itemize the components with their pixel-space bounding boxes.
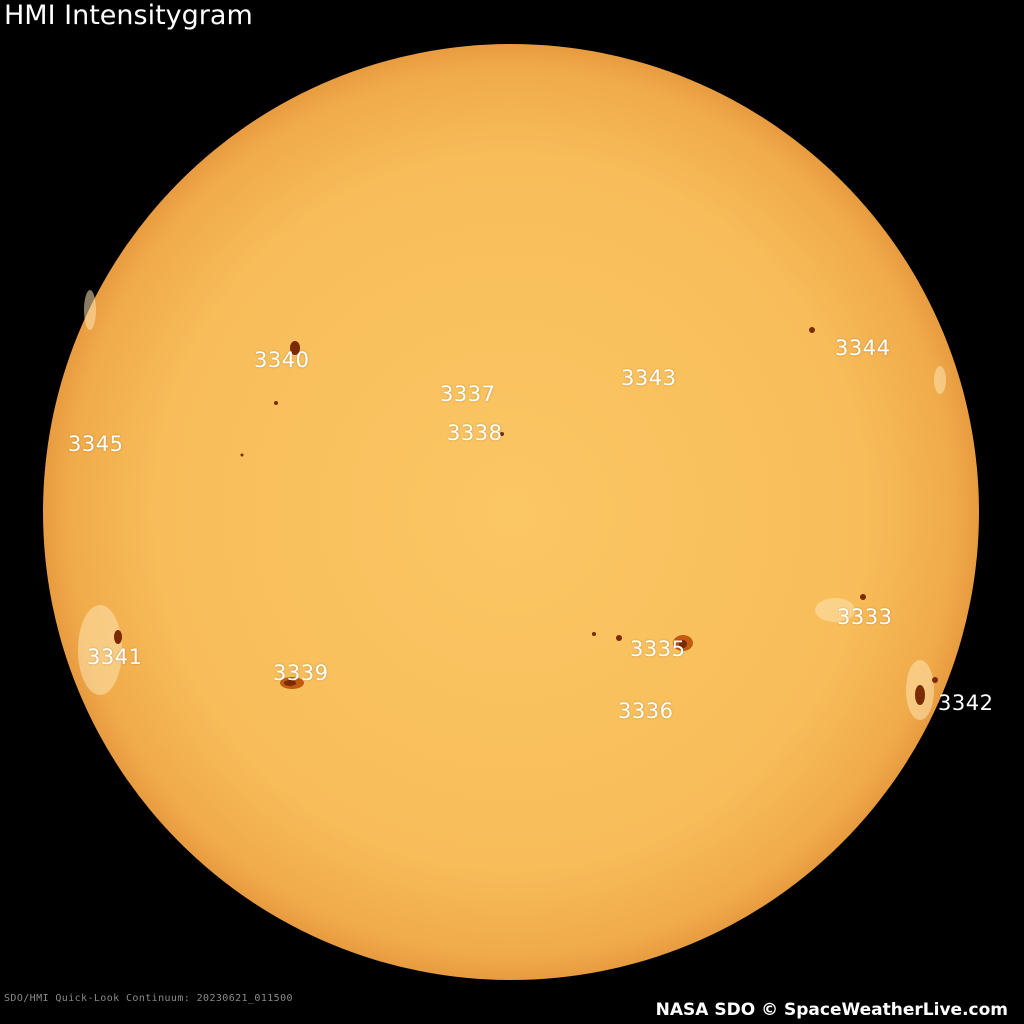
sunspot [915, 685, 925, 705]
sunspot [114, 630, 122, 644]
image-title: HMI Intensitygram [4, 0, 253, 31]
sunspot [240, 453, 244, 457]
sunspot [500, 432, 504, 436]
region-label: 3333 [837, 605, 893, 629]
region-label: 3335 [630, 637, 686, 661]
sun-disk [43, 44, 979, 980]
sunspot [809, 327, 815, 333]
region-label: 3339 [273, 661, 329, 685]
region-label: 3344 [835, 336, 891, 360]
sunspots [114, 327, 938, 705]
sunspot [290, 341, 300, 355]
region-label: 3337 [440, 382, 496, 406]
region-label: 3342 [938, 691, 994, 715]
sunspot [860, 594, 866, 600]
region-label: 3345 [68, 432, 124, 456]
sunspot [284, 680, 296, 686]
observation-caption: SDO/HMI Quick-Look Continuum: 20230621_0… [4, 993, 293, 1004]
region-label: 3340 [254, 348, 310, 372]
region-label: 3341 [87, 645, 143, 669]
region-label: 3343 [621, 366, 677, 390]
sunspot [274, 401, 278, 405]
sunspot [592, 632, 596, 636]
credit-text: NASA SDO © SpaceWeatherLive.com [655, 1000, 1008, 1020]
faculae [78, 290, 946, 720]
sunspot [679, 640, 687, 648]
sunspot [932, 677, 938, 683]
sunspot [616, 635, 622, 641]
region-label: 3336 [618, 699, 674, 723]
region-label: 3338 [447, 421, 503, 445]
